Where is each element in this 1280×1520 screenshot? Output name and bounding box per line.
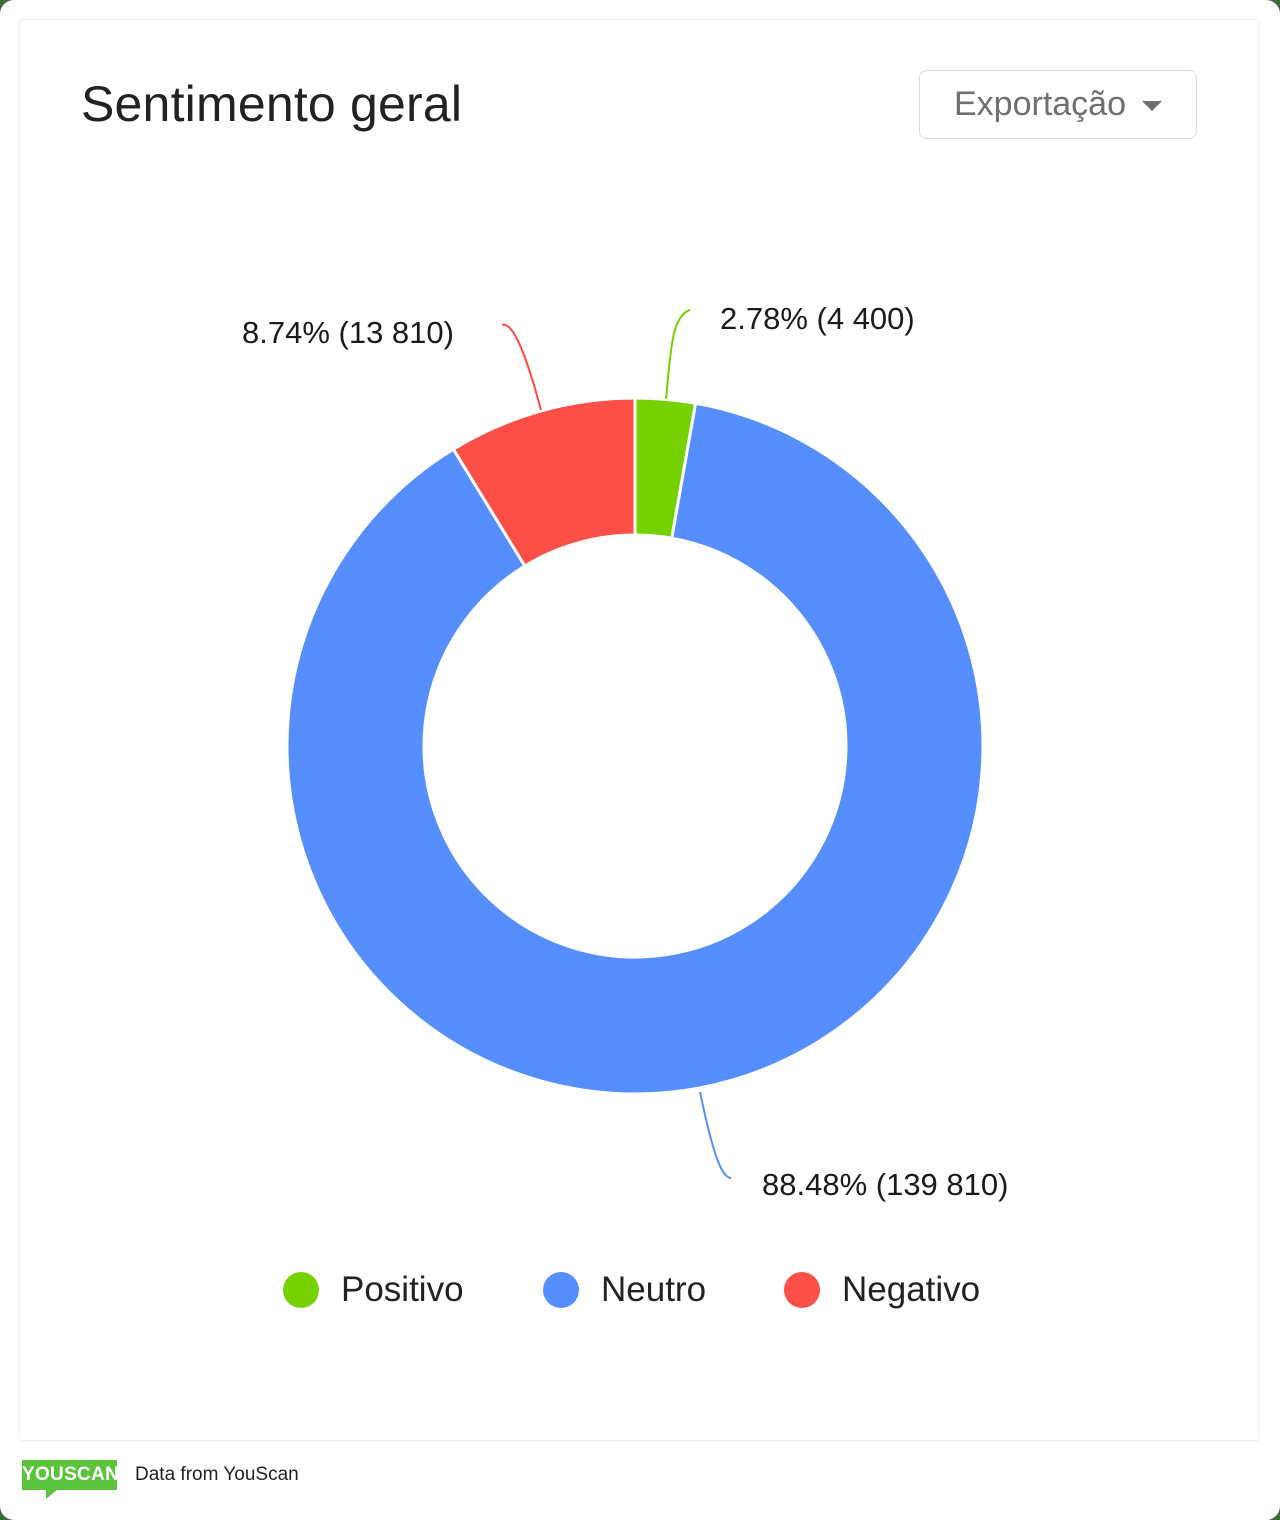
chart-card (20, 20, 1258, 1440)
export-dropdown[interactable]: Exportação (919, 70, 1197, 139)
leader-line-positivo (665, 309, 691, 400)
legend-label: Negativo (842, 1270, 981, 1309)
data-label-neutro: 88.48% (139 810) (762, 1167, 1009, 1202)
chart-title: Sentimento geral (81, 76, 463, 132)
donut-slices (285, 396, 985, 1096)
legend-item-neutro[interactable]: Neutro (543, 1266, 706, 1314)
legend-label: Neutro (601, 1270, 707, 1309)
legend-item-negativo[interactable]: Negativo (784, 1266, 980, 1314)
legend-dot-icon (784, 1272, 820, 1308)
data-source-text: Data from YouScan (135, 1464, 299, 1485)
legend-label: Positivo (341, 1270, 464, 1309)
legend-item-positivo[interactable]: Positivo (283, 1266, 464, 1314)
data-label-positivo: 2.78% (4 400) (720, 301, 915, 336)
legend-dot-icon (283, 1272, 319, 1308)
data-label-negativo: 8.74% (13 810) (242, 315, 454, 350)
footer: YOUSCAN Data from YouScan (22, 1460, 299, 1499)
youscan-logo: YOUSCAN (22, 1460, 119, 1499)
leader-line-neutro (699, 1091, 732, 1179)
leader-line-negativo (501, 323, 542, 411)
export-label: Exportação (954, 85, 1126, 123)
slice-negativo[interactable] (451, 396, 637, 568)
slice-neutro[interactable] (285, 401, 985, 1096)
legend-dot-icon (543, 1272, 579, 1308)
chart-legend: Positivo Neutro Negativo (0, 1266, 1280, 1314)
caret-down-icon (1142, 101, 1162, 111)
